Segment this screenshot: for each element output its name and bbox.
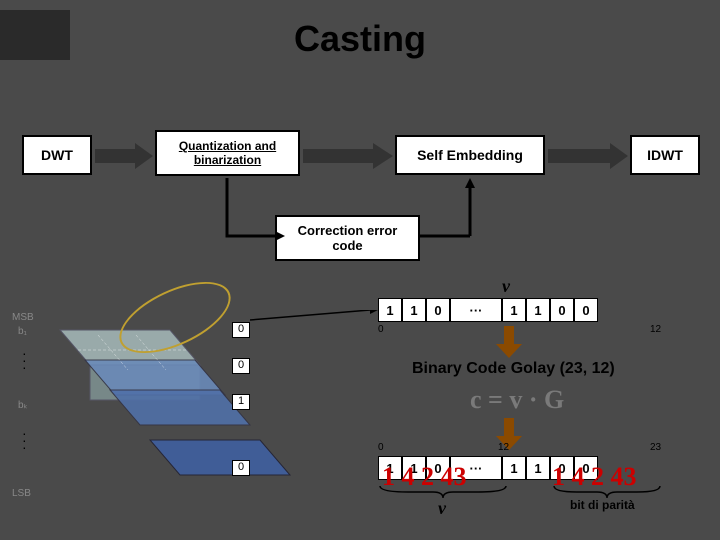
box-quant: Quantization and binarization (155, 130, 300, 176)
plane-bit-0: 0 (232, 322, 250, 338)
connector-cec-emb (420, 178, 480, 243)
label-v-bot: v (438, 498, 446, 519)
label-lsb: LSB (12, 488, 31, 499)
connector-plane-bits (250, 310, 380, 330)
formula: c = v · G (470, 385, 564, 415)
connector-quant-cec (225, 178, 285, 243)
bit-cell: 1 (502, 298, 526, 322)
bit-cell: 0 (550, 298, 574, 322)
arrow-down-1 (496, 326, 522, 358)
bit-cell: 1 (378, 298, 402, 322)
tick-top-12: 12 (650, 324, 661, 335)
bit-cell-ellipsis: ··· (450, 298, 502, 322)
vdots-1: ··· (22, 350, 27, 371)
bit-cell: 1 (526, 298, 550, 322)
label-msb: MSB (12, 312, 34, 323)
label-v-top: v (502, 276, 510, 297)
label-b1: b₁ (18, 326, 27, 337)
arrow-quant-emb (303, 143, 393, 169)
tick-bot-0: 0 (378, 442, 384, 453)
bit-cell: 0 (574, 298, 598, 322)
bit-cell: 1 (502, 456, 526, 480)
vdots-2: ··· (22, 430, 27, 451)
bit-cell: 0 (426, 298, 450, 322)
plane-bit-2: 1 (232, 394, 250, 410)
box-idwt: IDWT (630, 135, 700, 175)
golay-label: Binary Code Golay (23, 12) (412, 360, 615, 378)
label-parity: bit di parità (570, 498, 635, 512)
box-dwt: DWT (22, 135, 92, 175)
plane-bit-1: 0 (232, 358, 250, 374)
label-bk: bₖ (18, 400, 28, 411)
plane-bit-3: 0 (232, 460, 250, 476)
page-title: Casting (0, 18, 720, 60)
bit-cell: 1 (526, 456, 550, 480)
tick-bot-12: 12 (498, 442, 509, 453)
tick-bot-23: 23 (650, 442, 661, 453)
box-cec: Correction error code (275, 215, 420, 261)
arrow-dwt-quant (95, 143, 153, 169)
bit-row-top: 1 1 0 ··· 1 1 0 0 (378, 298, 598, 322)
arrow-emb-idwt (548, 143, 628, 169)
bit-cell: 1 (402, 298, 426, 322)
box-self-embedding: Self Embedding (395, 135, 545, 175)
